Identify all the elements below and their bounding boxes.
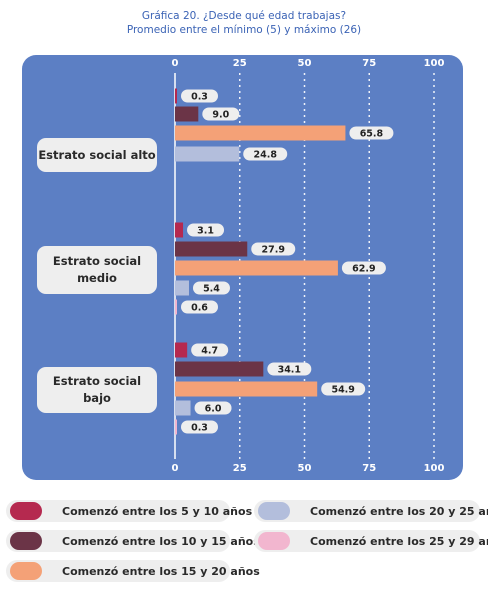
data-label: 9.0 (212, 110, 229, 121)
legend-item-25-29: Comenzó entre los 25 y 29 años (254, 530, 488, 552)
legend-swatch-15-20 (10, 562, 42, 580)
data-label-pill (202, 107, 240, 121)
data-label: 24.8 (254, 150, 278, 161)
data-label: 62.9 (352, 264, 375, 275)
tick-label-bottom: 50 (298, 463, 312, 474)
data-label-pill (243, 147, 288, 161)
bar (175, 299, 177, 315)
data-label-pill (192, 281, 230, 295)
bar (175, 125, 346, 141)
bar (175, 342, 188, 358)
legend-item-5-10: Comenzó entre los 5 y 10 años (6, 500, 252, 522)
data-label: 3.1 (197, 226, 214, 237)
tick-label-top: 0 (172, 58, 179, 69)
data-label-pill (341, 261, 386, 275)
tick-label-top: 25 (233, 58, 247, 69)
bar (175, 88, 177, 104)
data-label: 4.7 (201, 346, 218, 357)
data-label: 5.4 (203, 284, 220, 295)
data-label-pill (349, 126, 394, 140)
category-label-alto: Estrato social alto (37, 138, 157, 172)
data-label-pill (181, 300, 218, 314)
legend-label-10-15: Comenzó entre los 10 y 15 años (62, 534, 260, 548)
bar (175, 260, 338, 276)
data-label-pill (181, 89, 218, 103)
legend-label-15-20: Comenzó entre los 15 y 20 años (62, 564, 260, 578)
bar (175, 361, 264, 377)
bar (175, 106, 199, 122)
data-label-pill (181, 420, 218, 434)
bar (175, 381, 318, 397)
tick-label-top: 100 (424, 58, 445, 69)
data-label-pill (191, 343, 229, 357)
legend-swatch-25-29 (258, 532, 290, 550)
tick-label-bottom: 100 (424, 463, 445, 474)
data-label-pill (251, 242, 296, 256)
legend-item-15-20: Comenzó entre los 15 y 20 años (6, 560, 260, 582)
bar (175, 146, 240, 162)
data-label: 6.0 (205, 404, 222, 415)
data-label: 34.1 (278, 365, 301, 376)
tick-label-bottom: 0 (172, 463, 179, 474)
data-label-pill (267, 362, 312, 376)
legend-item-10-15: Comenzó entre los 10 y 15 años (6, 530, 260, 552)
category-label-medio: Estrato social medio (37, 246, 157, 294)
bar (175, 241, 248, 257)
chart-title-line2: Promedio entre el mínimo (5) y máximo (2… (126, 24, 362, 36)
data-label: 27.9 (262, 245, 285, 256)
bar (175, 400, 191, 416)
data-label-pill (187, 223, 225, 237)
tick-label-top: 50 (298, 58, 312, 69)
data-label: 54.9 (331, 385, 354, 396)
legend-swatch-20-25 (258, 502, 290, 520)
category-label-bajo: Estrato social bajo (37, 367, 157, 413)
data-label: 0.3 (191, 423, 208, 434)
chart-title-line1: Gráfica 20. ¿Desde qué edad trabajas? (141, 10, 347, 22)
tick-label-bottom: 75 (362, 463, 376, 474)
bar (175, 222, 184, 238)
legend-label-20-25: Comenzó entre los 20 y 25 años (310, 504, 488, 518)
legend-swatch-10-15 (10, 532, 42, 550)
legend-swatch-5-10 (10, 502, 42, 520)
data-label: 0.3 (191, 92, 208, 103)
bar (175, 419, 177, 435)
tick-label-bottom: 25 (233, 463, 247, 474)
tick-label-top: 75 (362, 58, 376, 69)
data-label: 65.8 (360, 129, 384, 140)
data-label: 0.6 (191, 303, 208, 314)
data-label-pill (321, 382, 366, 396)
chart-title: Gráfica 20. ¿Desde qué edad trabajas? Pr… (0, 9, 488, 37)
data-label-pill (194, 401, 232, 415)
legend-label-5-10: Comenzó entre los 5 y 10 años (62, 504, 253, 518)
legend-label-25-29: Comenzó entre los 25 y 29 años (310, 534, 488, 548)
bar (175, 280, 189, 296)
legend-item-20-25: Comenzó entre los 20 y 25 años (254, 500, 488, 522)
